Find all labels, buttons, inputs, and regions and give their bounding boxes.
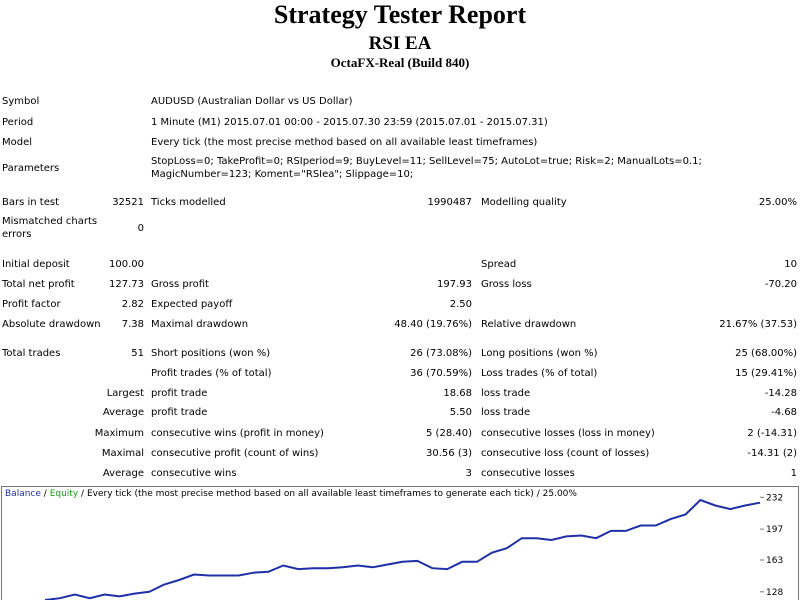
- stat-label: Initial deposit: [2, 259, 70, 270]
- server: OctaFX-Real (Build 840): [330, 55, 470, 70]
- info-label: Symbol: [2, 96, 40, 107]
- stat-label: Expected payoff: [151, 299, 233, 310]
- subtitle: RSI EA: [368, 33, 432, 54]
- info-label: Period: [2, 117, 34, 128]
- stat-label: Modelling quality: [481, 197, 567, 208]
- stat-label: Relative drawdown: [481, 319, 577, 330]
- graph-legend: Balance / Equity / Every tick (the most …: [5, 489, 577, 499]
- stat-label: Profit factor: [2, 299, 61, 310]
- y-tick-label: 128: [766, 588, 783, 598]
- info-label: Model: [2, 137, 33, 148]
- stat-value: Maximum: [94, 428, 144, 439]
- stat-label: consecutive wins (profit in money): [151, 428, 324, 439]
- y-tick-label: 197: [766, 525, 783, 535]
- legend-description: Every tick (the most precise method base…: [86, 489, 534, 499]
- stat-value: 3: [465, 468, 472, 479]
- stat-value: -14.28: [764, 388, 797, 399]
- stat-value: 25.00%: [758, 197, 797, 208]
- stat-label: Long positions (won %): [481, 348, 598, 359]
- stat-value: 5.50: [449, 407, 472, 418]
- stat-value: 7.38: [121, 319, 144, 330]
- stat-value: 15 (29.41%): [735, 368, 797, 379]
- stat-label: Ticks modelled: [151, 197, 226, 208]
- legend-quality: 25.00%: [542, 489, 577, 499]
- balance-line: [44, 498, 761, 600]
- stat-value: 26 (73.08%): [410, 348, 472, 359]
- stat-value: 10: [784, 259, 797, 270]
- legend-equity: Equity: [49, 489, 79, 499]
- stat-value: 32521: [112, 197, 144, 208]
- y-tick-label: 163: [766, 556, 783, 566]
- stat-value: 48.40 (19.76%): [394, 319, 472, 330]
- stat-value: Average: [102, 407, 144, 418]
- stat-value: Average: [102, 468, 144, 479]
- y-tick-label: 232: [766, 493, 783, 503]
- stat-value: 21.67% (37.53): [719, 319, 797, 330]
- stat-value: 30.56 (3): [426, 448, 472, 459]
- stat-label: Mismatched charts errors: [2, 216, 98, 240]
- stat-value: 100.00: [109, 259, 144, 270]
- stat-label: consecutive losses (loss in money): [481, 428, 655, 439]
- stat-value: 127.73: [109, 279, 144, 290]
- stat-value: 36 (70.59%): [410, 368, 472, 379]
- info-value: 1 Minute (M1) 2015.07.01 00:00 - 2015.07…: [151, 117, 548, 128]
- stat-label: loss trade: [481, 407, 531, 418]
- legend-balance: Balance: [5, 489, 41, 499]
- graph-frame: [1, 486, 799, 600]
- stat-label: consecutive losses: [481, 468, 575, 479]
- stat-label: loss trade: [481, 388, 531, 399]
- stat-label: Bars in test: [2, 197, 59, 208]
- stat-value: 0: [137, 223, 144, 234]
- stat-value: -14.31 (2): [747, 448, 797, 459]
- stat-label: Gross loss: [481, 279, 532, 290]
- legend-separator: /: [43, 489, 47, 499]
- stat-label: Short positions (won %): [151, 348, 271, 359]
- stat-value: 1: [790, 468, 797, 479]
- stat-label: consecutive loss (count of losses): [481, 448, 650, 459]
- stat-value: Maximal: [101, 448, 144, 459]
- stat-value: 2.82: [121, 299, 144, 310]
- stat-label: Gross profit: [151, 279, 209, 290]
- info-value: Every tick (the most precise method base…: [151, 137, 538, 148]
- stat-value: -70.20: [764, 279, 797, 290]
- stat-value: 5 (28.40): [426, 428, 472, 439]
- title: Strategy Tester Report: [273, 0, 527, 29]
- stat-label: profit trade: [151, 388, 208, 399]
- stat-label: Total net profit: [2, 279, 75, 290]
- stat-label: Total trades: [2, 348, 61, 359]
- stat-value: 25 (68.00%): [735, 348, 797, 359]
- info-value: StopLoss=0; TakeProfit=0; RSIperiod=9; B…: [151, 156, 702, 180]
- stat-label: Spread: [481, 259, 517, 270]
- stat-value: -4.68: [771, 407, 797, 418]
- info-label: Parameters: [2, 163, 60, 174]
- stat-label: profit trade: [151, 407, 208, 418]
- stat-value: 2 (-14.31): [747, 428, 797, 439]
- stat-label: Maximal drawdown: [151, 319, 249, 330]
- stat-value: Largest: [106, 388, 144, 399]
- stat-label: Profit trades (% of total): [151, 368, 272, 379]
- stat-value: 1990487: [427, 197, 472, 208]
- info-value: AUDUSD (Australian Dollar vs US Dollar): [151, 96, 353, 107]
- stat-label: Loss trades (% of total): [481, 368, 598, 379]
- stat-label: Absolute drawdown: [2, 319, 101, 330]
- balance-graph: 232 197 163 128: [1, 486, 799, 600]
- stat-value: 2.50: [449, 299, 472, 310]
- stat-value: 197.93: [437, 279, 472, 290]
- legend-separator: /: [536, 489, 540, 499]
- legend-separator: /: [81, 489, 85, 499]
- stat-label: consecutive wins: [151, 468, 237, 479]
- stat-label: consecutive profit (count of wins): [151, 448, 319, 459]
- stat-value: 18.68: [443, 388, 472, 399]
- stat-value: 51: [131, 348, 144, 359]
